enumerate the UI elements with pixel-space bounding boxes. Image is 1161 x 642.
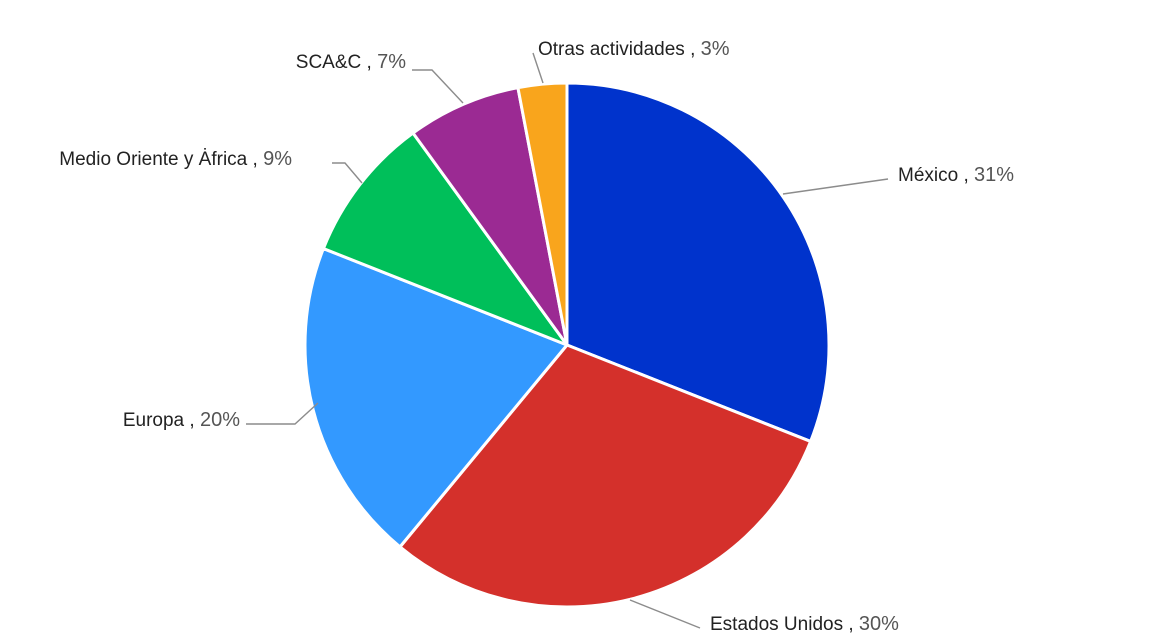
slice-label-percent: 31% <box>974 164 1014 186</box>
slice-label-separator: , <box>685 39 701 60</box>
leader-line-mexico <box>782 178 889 195</box>
slice-label-sca-c: SCA&C , 7% <box>296 51 406 73</box>
pie-slice-otras-actividades <box>516 81 569 347</box>
slice-label-separator: , <box>184 410 200 431</box>
slice-label-percent: 9% <box>263 148 292 170</box>
slice-labels: México , 31% Estados Unidos , 30% Europa ,… <box>59 38 1014 635</box>
slice-label-europa: Europa , 20% <box>123 409 240 431</box>
leader-line-medio-oriente-y-africa <box>332 162 363 184</box>
leader-line-europa <box>246 402 319 425</box>
slice-label-separator: , <box>361 52 377 73</box>
slice-label-name: Europa <box>123 410 185 431</box>
slice-label-name: Estados Unidos <box>710 614 843 635</box>
leader-line-sca-c <box>412 69 464 104</box>
slice-label-estados-unidos: Estados Unidos , 30% <box>710 613 899 635</box>
slice-label-name: Medio Oriente y Ȧfrica <box>59 149 247 170</box>
slice-label-name: México <box>898 165 958 186</box>
slice-label-medio-oriente-y-africa: Medio Oriente y Ȧfrica , 9% <box>59 148 292 170</box>
pie-slice-medio-oriente-y-africa <box>321 131 569 347</box>
pie-slices <box>303 81 831 609</box>
slice-label-name: Otras actividades <box>538 39 685 60</box>
slice-label-otras-actividades: Otras actividades , 3% <box>538 38 730 60</box>
slice-label-separator: , <box>958 165 974 186</box>
slice-label-name: SCA&C <box>296 52 361 73</box>
slice-label-percent: 7% <box>377 51 406 73</box>
pie-slice-europa <box>303 247 569 549</box>
leader-line-otras-actividades <box>532 52 544 84</box>
slice-label-percent: 30% <box>859 613 899 635</box>
slice-label-separator: , <box>843 614 859 635</box>
leader-line-estados-unidos <box>629 599 701 629</box>
leader-lines <box>246 52 889 629</box>
pie-slice-estados-unidos <box>398 343 813 609</box>
slice-label-percent: 3% <box>701 38 730 60</box>
pie-slice-mexico <box>565 81 831 443</box>
slice-label-percent: 20% <box>200 409 240 431</box>
slice-label-mexico: México , 31% <box>898 164 1014 186</box>
pie-slice-sca-c <box>411 86 569 347</box>
slice-label-separator: , <box>247 149 263 170</box>
